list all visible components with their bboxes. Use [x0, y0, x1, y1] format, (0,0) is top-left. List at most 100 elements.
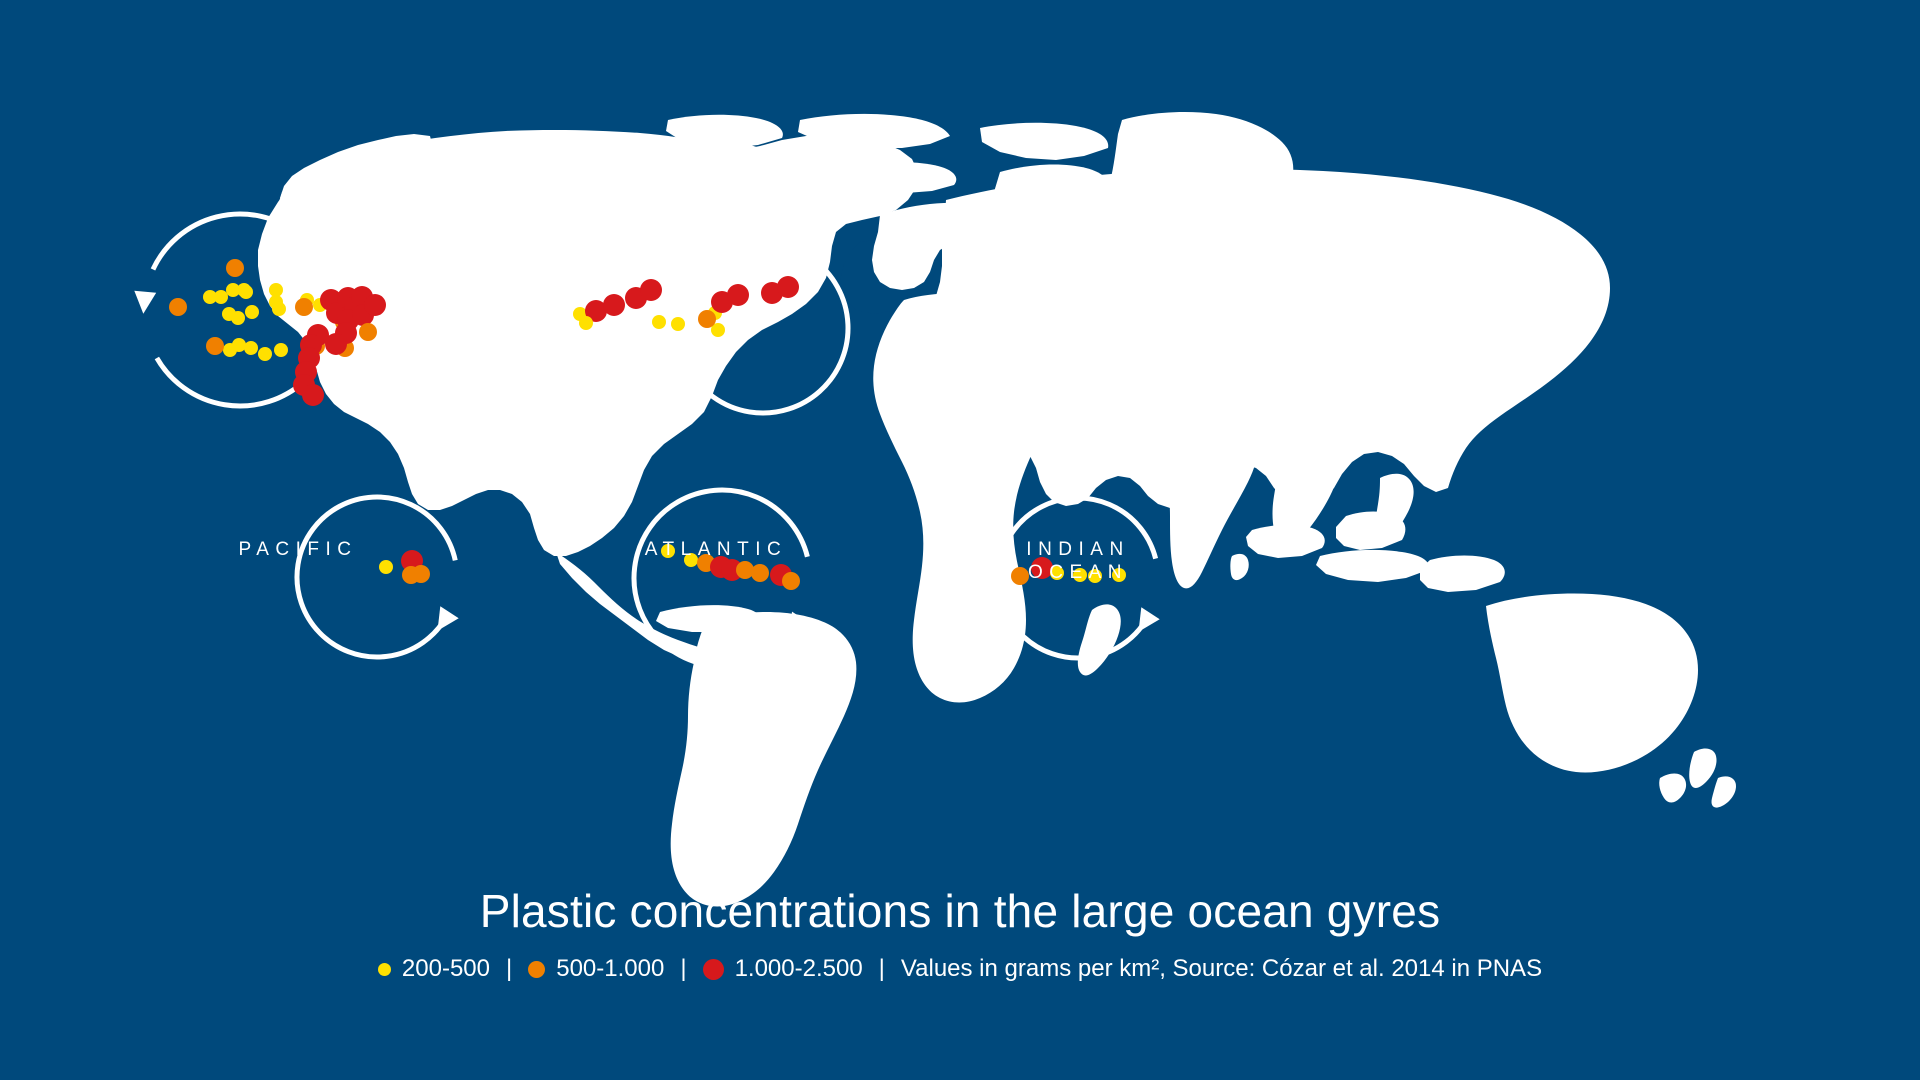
land-victoria-island	[754, 167, 859, 206]
data-point	[258, 347, 272, 361]
land-borneo	[1336, 511, 1406, 550]
legend-label-2: 1.000-2.500	[734, 955, 863, 982]
land-arabia	[1056, 353, 1127, 453]
data-point	[1031, 557, 1053, 579]
data-point	[603, 294, 625, 316]
legend: 200-500 | 500-1.000 | 1.000-2.500 | Valu…	[0, 957, 1920, 981]
land-africa	[873, 293, 1061, 703]
data-point	[1112, 568, 1126, 582]
land-south-america-tip	[674, 838, 713, 892]
legend-item-1: 500-1.000	[528, 957, 664, 981]
data-point	[585, 300, 607, 322]
gyre-south-pacific	[294, 494, 459, 660]
gyre-south-atlantic	[631, 487, 811, 669]
land-australia	[1486, 593, 1698, 773]
page-title: Plastic concentrations in the large ocea…	[479, 885, 1441, 937]
data-point	[226, 283, 240, 297]
data-point	[359, 323, 377, 341]
gyre-indian-ocean	[995, 495, 1160, 661]
land-canada-arctic-3	[980, 122, 1109, 160]
land-canada-arctic-2	[798, 113, 950, 148]
legend-separator-0: |	[506, 955, 513, 982]
data-point	[206, 337, 224, 355]
data-point	[1088, 569, 1102, 583]
land-kamchatka	[1509, 263, 1554, 346]
data-point	[1011, 567, 1029, 585]
legend-label-1: 500-1.000	[556, 955, 665, 982]
data-point	[721, 559, 743, 581]
data-point	[1073, 568, 1087, 582]
data-point	[579, 316, 593, 330]
gyre-direction-arrow-icon	[789, 611, 811, 637]
data-point	[245, 305, 259, 319]
data-point	[698, 310, 716, 328]
land-sea-asia	[1272, 437, 1340, 546]
gyre-direction-arrow-icon	[134, 290, 157, 314]
caption-block: Plastic concentrations in the large ocea…	[0, 888, 1920, 981]
legend-separator-2: |	[878, 955, 885, 982]
data-point	[1050, 566, 1064, 580]
data-point	[214, 290, 228, 304]
gyre-circle	[294, 494, 458, 660]
data-point	[652, 315, 666, 329]
data-point	[671, 317, 685, 331]
gyre-circle	[995, 495, 1159, 661]
data-point	[736, 561, 754, 579]
legend-item-0: 200-500	[377, 955, 490, 982]
gyre-direction-arrow-icon	[437, 606, 459, 631]
land-japan2	[1476, 327, 1503, 367]
gyre-north-atlantic	[573, 240, 851, 416]
gyre-circle	[683, 240, 851, 416]
data-point	[272, 302, 286, 316]
land-indonesia-2	[1246, 524, 1325, 558]
data-point	[364, 294, 386, 316]
legend-separator-1: |	[680, 955, 687, 982]
land-canada-arctic-5	[860, 162, 957, 193]
gyre-direction-arrow-icon	[1138, 607, 1160, 632]
legend-dot-orange-icon	[528, 960, 546, 978]
data-point	[782, 572, 800, 590]
legend-label-0: 200-500	[401, 955, 490, 982]
land-new-zealand-2	[1711, 776, 1736, 808]
land-sri-lanka	[1230, 553, 1249, 581]
data-point	[711, 323, 725, 337]
data-point	[231, 311, 245, 325]
land-india	[1159, 405, 1259, 589]
data-point	[661, 544, 675, 558]
ocean-label-atlantic: ATLANTIC	[644, 539, 788, 560]
land-tasmania	[1659, 773, 1687, 803]
land-north-america-main	[258, 129, 918, 557]
land-cuba	[656, 605, 761, 632]
land-canada-arctic-4	[666, 114, 783, 148]
land-japan	[1447, 354, 1479, 407]
legend-dot-yellow-icon	[377, 962, 391, 976]
data-point	[325, 333, 347, 355]
data-point	[684, 553, 698, 567]
data-point	[302, 384, 324, 406]
land-new-zealand-1	[1689, 748, 1717, 788]
land-uk	[894, 231, 935, 271]
land-new-guinea	[1420, 555, 1505, 592]
data-point	[203, 290, 217, 304]
data-point	[640, 279, 662, 301]
data-point	[412, 565, 430, 583]
data-point	[295, 298, 313, 316]
data-point	[169, 298, 187, 316]
legend-dot-red-icon	[702, 958, 724, 980]
data-point	[269, 283, 283, 297]
gyre-circle	[631, 487, 810, 669]
legend-item-2: 1.000-2.500	[702, 955, 863, 982]
legend-source-note: Values in grams per km², Source: Cózar e…	[900, 955, 1543, 982]
land-indonesia-1	[1316, 549, 1429, 582]
data-point	[274, 343, 288, 357]
ocean-label-pacific: PACIFIC	[238, 539, 358, 560]
data-point	[379, 560, 393, 574]
data-point	[223, 343, 237, 357]
data-point	[727, 284, 749, 306]
data-point	[244, 341, 258, 355]
landmass-group	[258, 112, 1736, 907]
data-point	[226, 259, 244, 277]
